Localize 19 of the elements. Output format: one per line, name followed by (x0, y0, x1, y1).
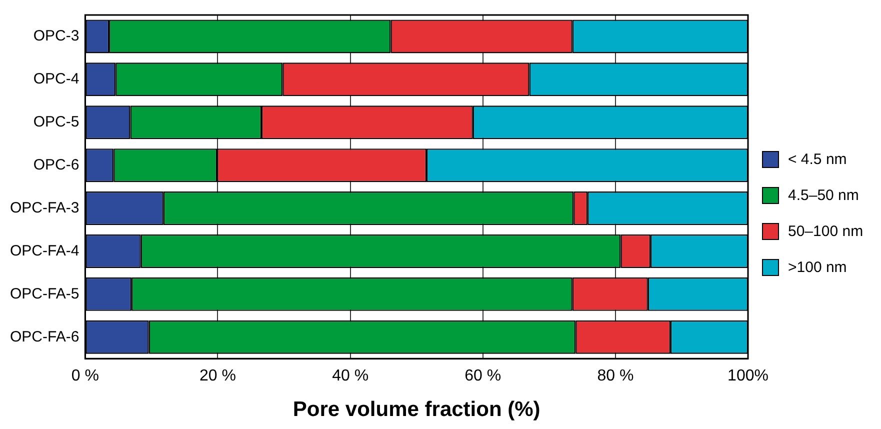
y-tick-label: OPC-6 (33, 156, 80, 174)
y-tick-label: OPC-FA-3 (10, 199, 80, 216)
legend-label: 50–100 nm (788, 222, 864, 240)
text: 4.5–50 nm (788, 186, 859, 204)
y-tick-label: OPC-3 (33, 28, 80, 45)
y-tick-label: OPC-4 (33, 70, 80, 88)
x-tick-label: 100% (728, 368, 768, 385)
x-tick-label: 40 % (332, 368, 369, 385)
x-tick-label: 80 % (597, 368, 634, 385)
legend-label: >100 nm (788, 258, 847, 276)
y-tick-label: OPC-FA-5 (10, 285, 80, 302)
x-axis-title: Pore volume fraction (%) (292, 398, 540, 422)
legend-label: < 4.5 nm (788, 150, 847, 168)
x-tick-label: 60 % (464, 368, 502, 385)
x-tick-label: 0 % (71, 368, 99, 385)
x-tick-label: 20 % (200, 368, 236, 385)
y-tick-label: OPC-FA-4 (10, 242, 80, 260)
y-tick-label: OPC-FA-6 (10, 328, 80, 346)
y-tick-label: OPC-5 (33, 114, 80, 131)
